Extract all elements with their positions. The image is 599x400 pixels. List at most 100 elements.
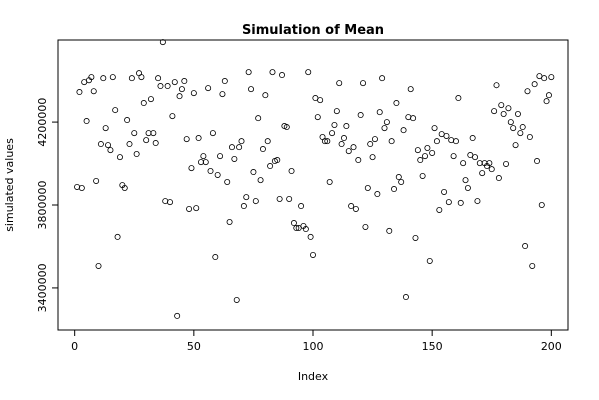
point bbox=[326, 178, 333, 185]
point bbox=[164, 83, 171, 90]
point bbox=[174, 312, 181, 319]
x-tick-label: 150 bbox=[422, 340, 443, 353]
point bbox=[124, 117, 131, 124]
point bbox=[221, 78, 228, 85]
point bbox=[74, 183, 81, 190]
point bbox=[350, 144, 357, 151]
point bbox=[336, 80, 343, 87]
point bbox=[519, 124, 526, 131]
point bbox=[205, 85, 212, 92]
point bbox=[503, 160, 510, 167]
point bbox=[126, 141, 133, 148]
point bbox=[472, 154, 479, 161]
point bbox=[171, 79, 178, 86]
point bbox=[112, 107, 119, 114]
x-axis-label: Index bbox=[298, 370, 329, 383]
point bbox=[317, 97, 324, 104]
x-tick-label: 50 bbox=[187, 340, 201, 353]
point bbox=[541, 75, 548, 82]
point bbox=[209, 130, 216, 137]
y-tick-label: 4200000 bbox=[36, 98, 49, 147]
point bbox=[188, 165, 195, 172]
x-tick-label: 0 bbox=[71, 340, 78, 353]
point bbox=[493, 82, 500, 89]
point bbox=[159, 39, 166, 46]
point bbox=[522, 243, 529, 250]
point bbox=[362, 223, 369, 230]
point bbox=[214, 171, 221, 178]
point bbox=[498, 102, 505, 109]
point bbox=[433, 138, 440, 145]
point bbox=[417, 157, 424, 164]
point bbox=[398, 178, 405, 185]
point bbox=[240, 203, 247, 210]
point bbox=[233, 296, 240, 303]
point bbox=[476, 160, 483, 167]
point bbox=[338, 141, 345, 148]
point bbox=[186, 205, 193, 212]
point bbox=[512, 142, 519, 149]
point bbox=[93, 177, 100, 184]
point bbox=[290, 220, 297, 227]
point bbox=[155, 75, 162, 82]
point bbox=[288, 168, 295, 175]
point bbox=[534, 158, 541, 165]
point bbox=[443, 132, 450, 139]
point bbox=[386, 227, 393, 234]
point bbox=[147, 96, 154, 103]
point bbox=[176, 93, 183, 100]
point bbox=[371, 136, 378, 143]
point bbox=[269, 69, 276, 76]
point bbox=[128, 75, 135, 82]
point bbox=[224, 178, 231, 185]
point bbox=[138, 74, 145, 81]
point bbox=[238, 138, 245, 145]
point bbox=[450, 153, 457, 160]
point bbox=[105, 142, 112, 149]
point bbox=[95, 262, 102, 269]
point bbox=[226, 219, 233, 226]
point bbox=[140, 100, 147, 107]
plot-box bbox=[57, 39, 569, 331]
point bbox=[305, 69, 312, 76]
point bbox=[250, 169, 257, 176]
point bbox=[514, 111, 521, 118]
point bbox=[545, 92, 552, 99]
point bbox=[190, 90, 197, 97]
point bbox=[329, 130, 336, 137]
point bbox=[88, 74, 95, 81]
point bbox=[169, 113, 176, 120]
point bbox=[333, 108, 340, 115]
point bbox=[197, 159, 204, 166]
point bbox=[274, 157, 281, 164]
point bbox=[524, 88, 531, 95]
point bbox=[259, 146, 266, 153]
y-tick-label: 3400000 bbox=[36, 263, 49, 312]
point bbox=[355, 157, 362, 164]
point bbox=[217, 153, 224, 160]
point bbox=[293, 225, 300, 232]
point bbox=[343, 123, 350, 130]
point bbox=[538, 202, 545, 209]
point bbox=[448, 137, 455, 144]
point bbox=[207, 168, 214, 175]
point bbox=[529, 262, 536, 269]
point bbox=[331, 121, 338, 128]
point bbox=[505, 105, 512, 112]
point bbox=[298, 203, 305, 210]
point bbox=[267, 163, 274, 170]
point bbox=[345, 148, 352, 155]
point bbox=[102, 125, 109, 132]
point bbox=[131, 130, 138, 137]
point bbox=[219, 91, 226, 98]
point bbox=[388, 138, 395, 145]
point bbox=[181, 78, 188, 85]
point bbox=[167, 199, 174, 206]
point bbox=[455, 95, 462, 102]
point bbox=[248, 86, 255, 93]
point bbox=[309, 251, 316, 258]
point bbox=[236, 144, 243, 151]
point bbox=[383, 119, 390, 126]
point bbox=[348, 203, 355, 210]
